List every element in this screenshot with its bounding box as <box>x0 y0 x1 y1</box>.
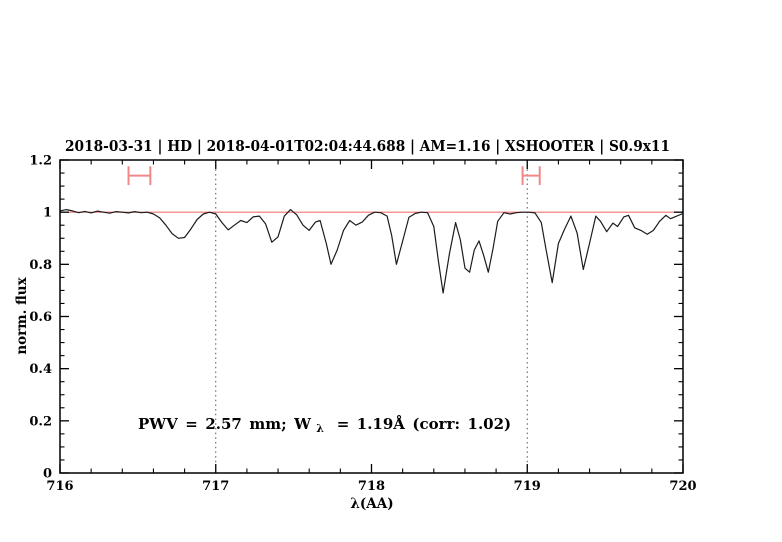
x-tick-label: 719 <box>514 479 541 494</box>
pwv-annotation-prefix: PWV = 2.57 mm; W <box>138 415 312 433</box>
x-tick-label: 720 <box>669 479 696 494</box>
plot-over-layer: 716 717 718 719 720 0 0.2 0.4 0.6 0.8 1 1.2 <box>29 154 696 495</box>
band-marker-0 <box>127 166 152 186</box>
y-tick-label: 0.6 <box>29 310 52 325</box>
band-marker-1 <box>521 166 541 186</box>
x-tick-label: 718 <box>358 479 385 494</box>
y-tick-label: 1.2 <box>29 154 52 169</box>
pwv-annotation-suffix: = 1.19Å (corr: 1.02) <box>329 415 511 433</box>
pwv-annotation: PWV = 2.57 mm; W λ = 1.19Å (corr: 1.02) <box>138 415 511 436</box>
x-tick-label: 717 <box>202 479 229 494</box>
y-tick-label: 0.4 <box>29 362 52 377</box>
plot-title: 2018-03-31 | HD | 2018-04-01T02:04:44.68… <box>65 138 670 155</box>
spectrum-line <box>59 209 684 294</box>
y-tick-label: 0.2 <box>29 414 52 429</box>
y-tick-label: 1 <box>43 206 52 221</box>
y-tick-label: 0 <box>43 467 52 482</box>
x-axis-label: λ(AA) <box>350 496 393 512</box>
y-axis-label: norm. flux <box>14 276 30 354</box>
pwv-annotation-subscript: λ <box>316 422 324 435</box>
x-tick-label: 716 <box>46 479 73 494</box>
plot-under-layer <box>59 160 684 473</box>
y-tick-label: 0.8 <box>29 258 52 273</box>
